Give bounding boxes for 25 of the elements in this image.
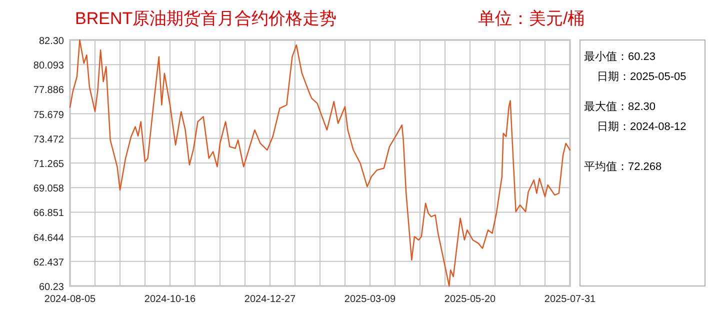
x-tick-label: 2025-05-20 <box>444 294 496 305</box>
y-tick-label: 60.23 <box>38 282 64 293</box>
text: 日期：2025-05-05 <box>597 71 686 83</box>
x-tick-label: 2024-12-27 <box>244 294 296 305</box>
text: 最大值：82.30 <box>584 100 656 113</box>
y-tick-label: 71.265 <box>33 159 64 170</box>
line-series <box>69 39 571 287</box>
text: 最小值：60.23 <box>584 50 656 63</box>
x-tick-label: 2025-03-09 <box>344 294 396 305</box>
text: 日期：2024-08-12 <box>597 121 686 133</box>
chart-subtitle: 单位：美元/桶 <box>478 9 585 28</box>
y-tick-label: 73.472 <box>33 134 64 146</box>
y-tick-label: 80.093 <box>33 60 64 72</box>
y-tick-label: 64.644 <box>33 232 64 244</box>
text: 平均值：72.268 <box>584 161 662 173</box>
chart-title: BRENT原油期货首月合约价格走势 <box>75 9 337 28</box>
y-tick-label: 82.30 <box>38 36 64 47</box>
x-tick-label: 2024-10-16 <box>144 294 196 305</box>
y-tick-label: 77.886 <box>33 85 64 96</box>
y-tick-label: 75.679 <box>33 110 64 121</box>
y-tick-label: 69.058 <box>33 184 64 195</box>
y-tick-label: 62.437 <box>33 257 64 268</box>
y-tick-label: 66.851 <box>33 208 64 220</box>
x-tick-label: 2024-08-05 <box>44 294 96 305</box>
x-tick-label: 2025-07-31 <box>544 294 596 305</box>
